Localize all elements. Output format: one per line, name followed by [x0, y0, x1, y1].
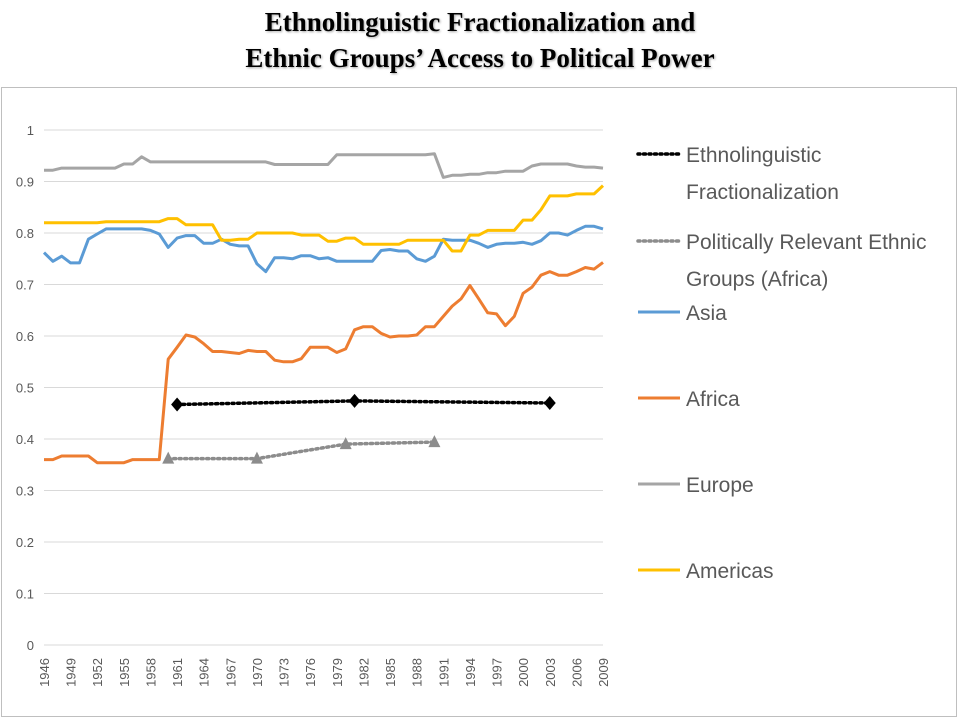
chart-title-line-2: Ethnic Groups’ Access to Political Power [245, 43, 715, 73]
legend-label: Americas [686, 560, 774, 583]
x-tick-label: 1958 [143, 658, 158, 687]
y-tick-label: 0.1 [16, 587, 34, 602]
legend-item: Asia [638, 302, 727, 325]
y-tick-label: 0.7 [16, 278, 34, 293]
series-line-americas [44, 184, 605, 253]
series-line-politically-relevant [166, 440, 437, 461]
x-tick-label: 1973 [277, 658, 292, 687]
x-tick-label: 2009 [596, 658, 611, 687]
gridlines [44, 129, 603, 646]
marker-triangle-politically-relevant [339, 437, 352, 450]
chart-title: Ethnolinguistic Fractionalization and Et… [0, 4, 960, 76]
x-tick-label: 1994 [463, 658, 478, 687]
y-tick-label: 0.2 [16, 535, 34, 550]
y-tick-label: 0.6 [16, 329, 34, 344]
series-line-africa [44, 261, 604, 465]
chart-title-line-1: Ethnolinguistic Fractionalization and [264, 7, 696, 37]
x-tick-label: 1979 [330, 658, 345, 687]
y-tick-label: 0 [27, 638, 34, 653]
marker-diamond-fractionalization [543, 395, 556, 410]
legend-item: Africa [638, 388, 740, 411]
legend-item: Europe [638, 474, 754, 497]
legend-label: Fractionalization [686, 181, 839, 204]
y-tick-label: 0.4 [16, 432, 34, 447]
y-tick-label: 0.9 [16, 175, 34, 190]
x-tick-label: 1982 [356, 658, 371, 687]
y-tick-label: 0.5 [16, 381, 34, 396]
marker-diamond-fractionalization [348, 393, 361, 408]
x-tick-label: 1949 [64, 658, 79, 687]
x-tick-label: 1952 [90, 658, 105, 687]
y-tick-label: 1 [27, 123, 34, 138]
x-tick-label: 1961 [170, 658, 185, 687]
x-tick-label: 1970 [250, 658, 265, 687]
y-tick-label: 0.8 [16, 226, 34, 241]
legend-item: Americas [638, 560, 774, 583]
series-line-fractionalization [175, 399, 552, 407]
marker-diamond-fractionalization [171, 397, 184, 412]
legend-item: Ethnolinguistic Fractionalization [636, 144, 839, 204]
legend-item: Politically Relevant Ethnic Groups (Afric… [636, 231, 926, 291]
marker-triangle-politically-relevant [428, 435, 441, 448]
series-line-asia [42, 224, 604, 274]
x-tick-label: 1997 [490, 658, 505, 687]
x-tick-label: 1976 [303, 658, 318, 687]
x-tick-label: 2006 [569, 658, 584, 687]
legend-label: Europe [686, 474, 754, 497]
chart-frame [1, 87, 957, 717]
marker-triangle-politically-relevant [162, 451, 175, 464]
x-tick-label: 1991 [436, 658, 451, 687]
x-tick-label: 1964 [197, 658, 212, 687]
x-tick-label: 1988 [410, 658, 425, 687]
x-tick-label: 1946 [37, 658, 52, 687]
x-tick-label: 2003 [543, 658, 558, 687]
series-line-europe [44, 152, 604, 179]
x-tick-label: 2000 [516, 658, 531, 687]
legend-label: Africa [686, 388, 740, 411]
x-tick-label: 1955 [117, 658, 132, 687]
marker-triangle-politically-relevant [250, 451, 263, 464]
legend-label: Asia [686, 302, 727, 325]
legend-label: Ethnolinguistic [686, 144, 821, 167]
legend-label: Groups (Africa) [686, 268, 828, 291]
x-tick-label: 1967 [223, 658, 238, 687]
y-tick-label: 0.3 [16, 484, 34, 499]
x-tick-label: 1985 [383, 658, 398, 687]
legend-label: Politically Relevant Ethnic [686, 231, 926, 254]
